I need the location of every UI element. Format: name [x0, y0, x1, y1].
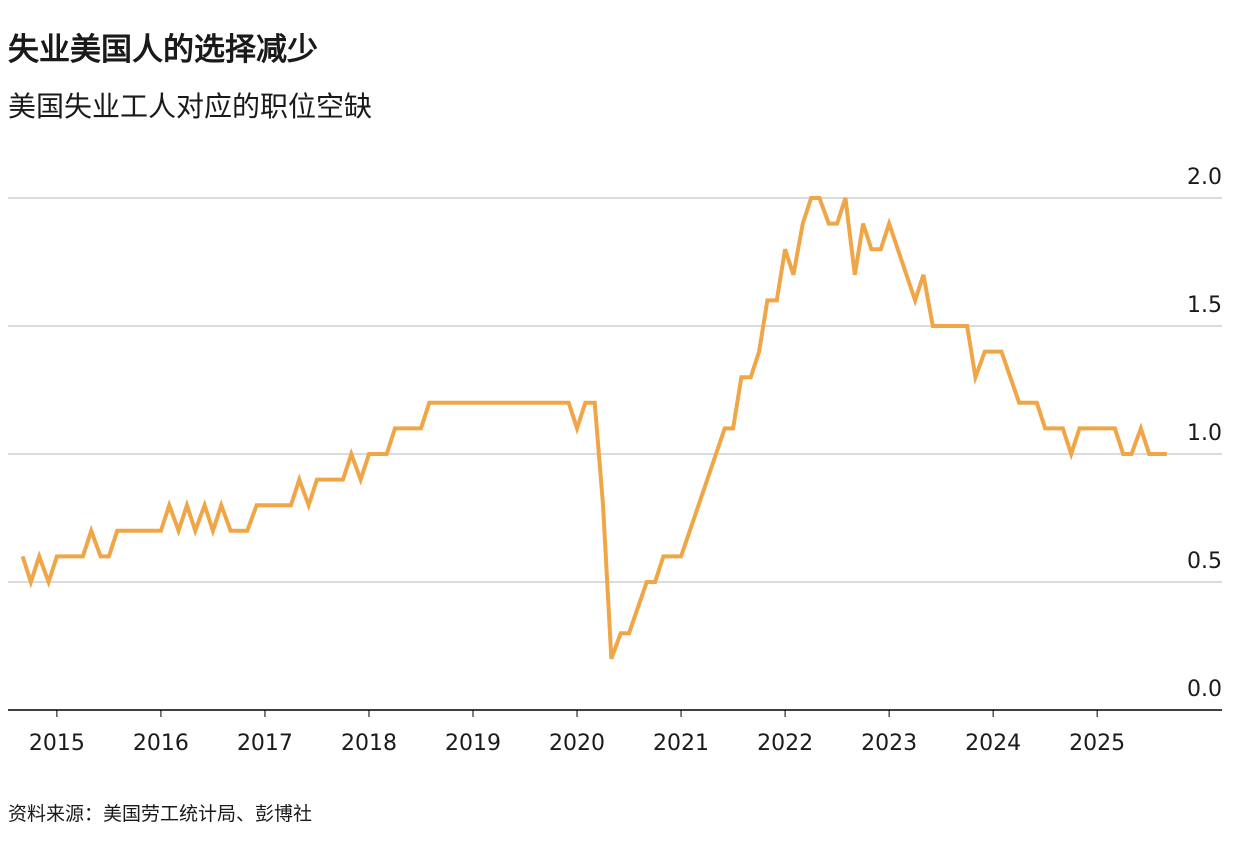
y-tick-label: 1.5 [1187, 293, 1222, 318]
chart-title: 失业美国人的选择减少 [8, 32, 318, 68]
x-tick-label: 2018 [341, 731, 397, 756]
x-tick-label: 2017 [237, 731, 293, 756]
x-tick-label: 2016 [133, 731, 189, 756]
source-note: 资料来源：美国劳工统计局、彭博社 [8, 803, 312, 825]
y-tick-label: 1.0 [1187, 421, 1222, 446]
data-line [20, 196, 1167, 660]
x-tick-label: 2022 [757, 731, 813, 756]
y-tick-label: 0.5 [1187, 549, 1222, 574]
y-tick-label: 0.0 [1187, 677, 1222, 702]
x-tick-label: 2025 [1069, 731, 1125, 756]
x-tick-label: 2021 [653, 731, 709, 756]
x-tick-label: 2015 [29, 731, 85, 756]
chart-subtitle: 美国失业工人对应的职位空缺 [8, 90, 372, 123]
x-tick-label: 2023 [861, 731, 917, 756]
y-tick-label: 2.0 [1187, 165, 1222, 190]
x-tick-label: 2019 [445, 731, 501, 756]
x-tick-label: 2024 [965, 731, 1021, 756]
x-tick-label: 2020 [549, 731, 605, 756]
